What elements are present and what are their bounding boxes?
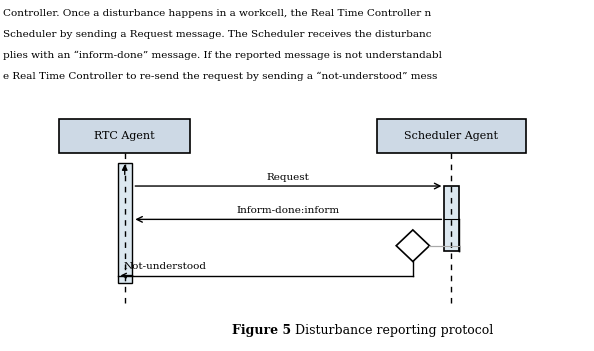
Bar [444,186,459,251]
Bar [59,119,190,153]
Text: Disturbance reporting protocol: Disturbance reporting protocol [291,324,493,337]
Text: plies with an “inform-done” message. If the reported message is not understandab: plies with an “inform-done” message. If … [3,51,442,60]
Text: e Real Time Controller to re-send the request by sending a “not-understood” mess: e Real Time Controller to re-send the re… [3,72,437,81]
Text: Scheduler by sending a Request message. The Scheduler receives the disturbanc: Scheduler by sending a Request message. … [3,30,431,39]
Text: Figure 5: Figure 5 [232,324,291,337]
Text: Request: Request [267,173,310,182]
Bar [118,163,132,283]
Text: Not-understood: Not-understood [124,262,207,271]
Text: Controller. Once a disturbance happens in a workcell, the Real Time Controller n: Controller. Once a disturbance happens i… [3,9,431,18]
Bar [377,119,526,153]
Text: Scheduler Agent: Scheduler Agent [405,131,498,141]
Polygon shape [396,230,429,261]
Text: RTC Agent: RTC Agent [94,131,155,141]
Text: Inform-done:inform: Inform-done:inform [237,206,340,215]
